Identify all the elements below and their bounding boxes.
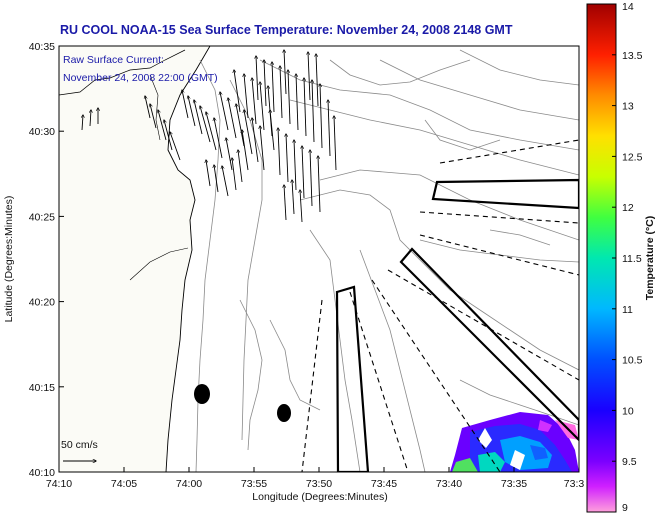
x-tick-label: 73:3 bbox=[564, 478, 585, 490]
surface-current-vectors bbox=[82, 50, 337, 223]
station-marker bbox=[277, 404, 291, 422]
coastline bbox=[59, 46, 211, 472]
map-area bbox=[59, 46, 579, 472]
colorbar-tick-label: 12 bbox=[622, 202, 634, 214]
current-label: Raw Surface Current: bbox=[63, 54, 164, 66]
x-tick-label: 73:35 bbox=[501, 478, 527, 490]
x-tick-label: 74:00 bbox=[176, 478, 202, 490]
colorbar-tick-label: 10.5 bbox=[622, 355, 643, 367]
colorbar-tick-label: 9 bbox=[622, 502, 628, 514]
x-tick-label: 73:45 bbox=[371, 478, 397, 490]
colorbar-tick-label: 11 bbox=[622, 304, 633, 316]
current-timestamp: November 24, 2008 22:00 (GMT) bbox=[63, 72, 218, 84]
x-tick-label: 73:50 bbox=[306, 478, 332, 490]
depth-contours bbox=[195, 49, 579, 472]
colorbar-tick-label: 11.5 bbox=[622, 253, 642, 265]
colorbar-tick-label: 14 bbox=[622, 1, 634, 13]
colorbar-tick-label: 13 bbox=[622, 101, 634, 113]
station-marker bbox=[194, 384, 210, 404]
colorbar-tick-label: 13.5 bbox=[622, 50, 643, 62]
y-tick-label: 40:25 bbox=[29, 211, 55, 223]
y-axis: 40:10 40:15 40:20 40:25 40:30 40:35 bbox=[29, 41, 64, 479]
x-tick-label: 74:10 bbox=[46, 478, 72, 490]
figure-title: RU COOL NOAA-15 Sea Surface Temperature:… bbox=[60, 23, 513, 37]
x-tick-label: 74:05 bbox=[111, 478, 137, 490]
x-axis-label: Longitude (Degrees:Minutes) bbox=[252, 491, 387, 503]
x-tick-label: 73:55 bbox=[241, 478, 267, 490]
colorbar-tick-label: 9.5 bbox=[622, 456, 637, 468]
y-tick-label: 40:15 bbox=[29, 382, 55, 394]
colorbar-label: Temperature (°C) bbox=[644, 216, 656, 301]
colorbar-tick-label: 12.5 bbox=[622, 151, 643, 163]
y-axis-label: Latitude (Degrees:Minutes) bbox=[3, 196, 15, 323]
x-axis: 74:10 74:05 74:00 73:55 73:50 73:45 73:40 73:35… bbox=[46, 467, 585, 490]
radar-footprints bbox=[301, 139, 579, 472]
sst-patch bbox=[450, 412, 579, 472]
colorbar-ticks: 9 9.5 10 10.5 11 11.5 12 12.5 13 13.5 14 bbox=[612, 1, 643, 514]
y-tick-label: 40:10 bbox=[29, 467, 55, 479]
y-tick-label: 40:30 bbox=[29, 126, 55, 138]
colorbar bbox=[586, 3, 617, 513]
y-tick-label: 40:20 bbox=[29, 297, 55, 309]
colorbar-tick-label: 10 bbox=[622, 405, 634, 417]
x-tick-label: 73:40 bbox=[436, 478, 462, 490]
scale-label: 50 cm/s bbox=[61, 439, 98, 451]
y-tick-label: 40:35 bbox=[29, 41, 55, 53]
